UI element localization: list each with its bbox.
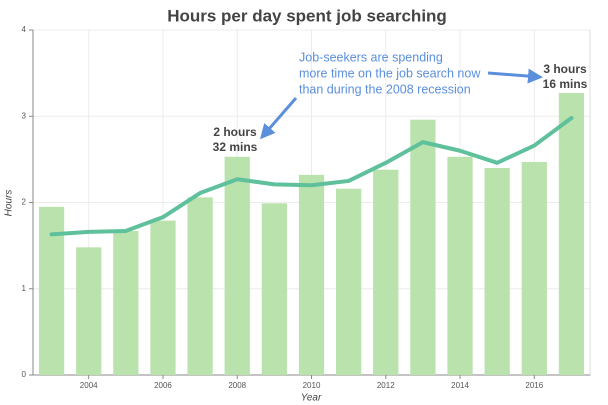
x-tick-label: 2004 [80,381,98,390]
annotation-line: 2 hours [213,125,257,139]
bar [447,156,473,375]
marks: 0 1 2 3 4 2004 2006 2008 2010 2012 2014 2016 [22,25,590,390]
x-tick-label: 2012 [377,381,395,390]
line [49,115,574,237]
annotation-line: than during the 2008 recession [299,82,471,96]
annotation: 2 hours 32 mins 3 hours 16 mins Job-seek… [213,50,588,154]
y-axis-label: Hours [4,190,15,217]
chart-title: Hours per day spent job searching [167,6,447,25]
x-tick-label: 2008 [228,381,246,390]
bar [410,119,436,375]
y-tick-label: 0 [22,370,27,379]
annotation-line: 16 mins [543,77,588,91]
y-tick-label: 2 [22,198,27,207]
x-axis-label: Year [301,393,322,404]
bar [336,188,362,375]
arrow [487,68,543,84]
bar [187,197,213,375]
x-tick-label: 2006 [154,381,172,390]
bar [558,92,585,376]
y-tick-label: 3 [22,111,27,120]
bar [76,247,102,375]
bar [484,168,510,375]
bar [298,174,325,375]
bar [521,161,547,375]
x-tick-label: 2016 [525,381,543,390]
annotation-line: more time on the job search now [299,66,481,80]
bar [373,169,399,375]
annotation-line: 3 hours [543,62,587,76]
y-tick-label: 4 [22,25,27,34]
annotation-line: Job-seekers are spending [299,50,443,64]
bar [150,220,176,375]
bar [224,156,250,375]
x-tick-label: 2010 [303,381,321,390]
bar [261,203,287,375]
annotation-line: 32 mins [213,140,258,154]
bar [113,230,139,375]
y-tick-label: 1 [22,284,27,293]
x-tick-label: 2014 [451,381,469,390]
arrow [260,97,298,140]
